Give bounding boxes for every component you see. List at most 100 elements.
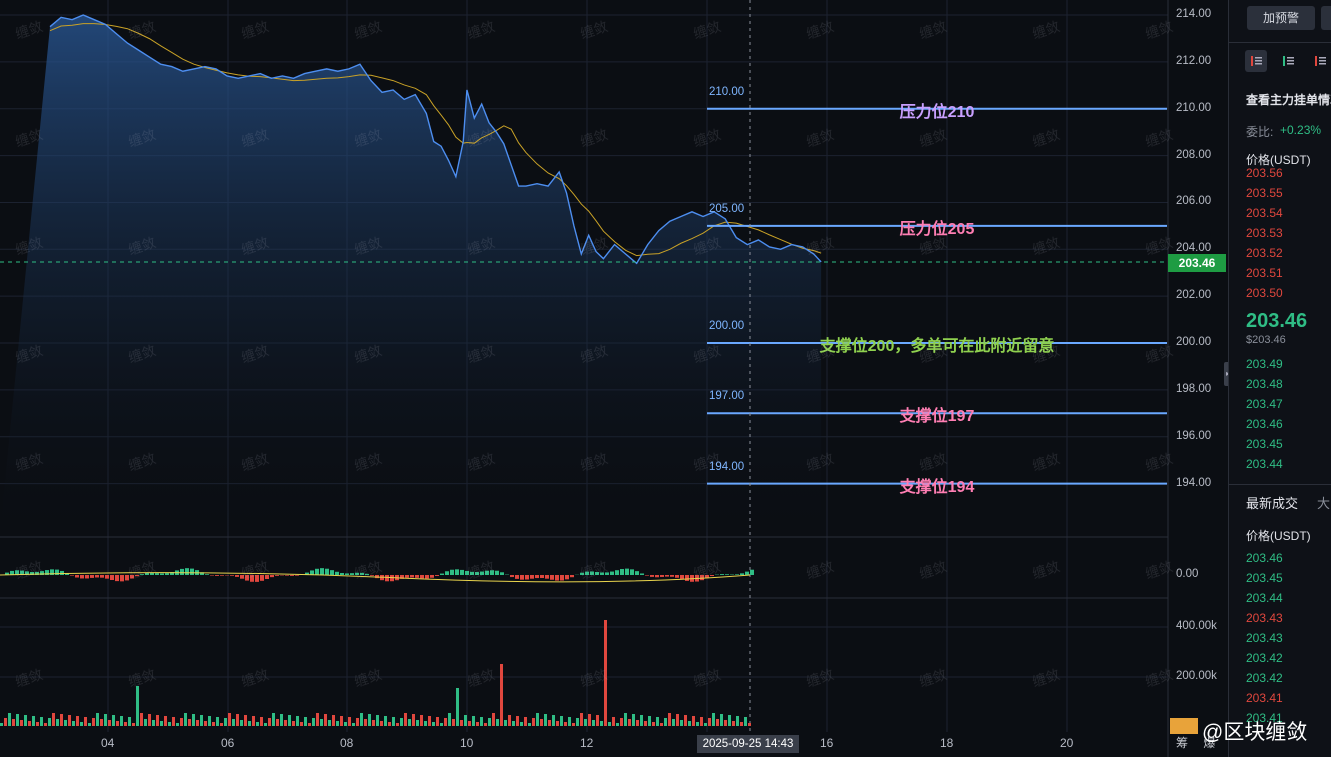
macd-bar bbox=[165, 573, 169, 575]
macd-bar bbox=[530, 575, 534, 579]
macd-bar bbox=[665, 575, 669, 577]
volume-bar bbox=[464, 715, 467, 726]
macd-bar bbox=[480, 571, 484, 575]
volume-bar bbox=[704, 723, 707, 726]
volume-bar bbox=[428, 716, 431, 726]
macd-bar bbox=[135, 575, 139, 577]
more-button[interactable] bbox=[1321, 6, 1331, 30]
volume-bar bbox=[320, 719, 323, 726]
macd-bar bbox=[555, 575, 559, 581]
price-row[interactable]: 203.51 bbox=[1246, 266, 1283, 280]
volume-bar bbox=[8, 713, 11, 726]
volume-bar bbox=[396, 723, 399, 726]
price-row[interactable]: 203.46 bbox=[1246, 417, 1283, 431]
macd-bar bbox=[215, 575, 219, 576]
macd-bar bbox=[80, 575, 84, 579]
trade-row: 203.46 bbox=[1246, 551, 1283, 565]
price-row[interactable]: 203.44 bbox=[1246, 457, 1283, 471]
volume-bar bbox=[128, 717, 131, 726]
volume-bar bbox=[500, 664, 503, 726]
tab-large-trades[interactable]: 大 bbox=[1317, 496, 1331, 511]
macd-bar bbox=[100, 575, 104, 578]
volume-bar bbox=[300, 722, 303, 726]
time-tick: 20 bbox=[1060, 736, 1074, 750]
macd-bar bbox=[150, 572, 154, 575]
volume-bar bbox=[240, 720, 243, 726]
macd-bar bbox=[515, 575, 519, 579]
volume-bar bbox=[152, 720, 155, 726]
tab-latest-trades[interactable]: 最新成交 bbox=[1246, 496, 1299, 511]
price-chart[interactable] bbox=[0, 0, 1228, 757]
macd-bar bbox=[365, 573, 369, 575]
macd-bar bbox=[725, 574, 729, 575]
volume-bar bbox=[336, 721, 339, 726]
volume-bar bbox=[520, 722, 523, 726]
volume-bar bbox=[424, 721, 427, 726]
macd-bar bbox=[435, 575, 439, 576]
volume-bar bbox=[116, 721, 119, 726]
add-alert-button[interactable]: 加预警 bbox=[1247, 6, 1315, 30]
volume-bar bbox=[76, 716, 79, 726]
macd-bar bbox=[705, 575, 709, 579]
volume-bar bbox=[264, 723, 267, 726]
price-row[interactable]: 203.48 bbox=[1246, 377, 1283, 391]
macd-bar bbox=[490, 570, 494, 575]
macd-bar bbox=[600, 572, 604, 575]
macd-bar bbox=[305, 572, 309, 575]
volume-bar bbox=[364, 719, 367, 726]
volume-bar bbox=[380, 721, 383, 726]
price-row[interactable]: 203.45 bbox=[1246, 437, 1283, 451]
orderbook-view-both-button[interactable] bbox=[1245, 50, 1267, 72]
volume-bar bbox=[292, 721, 295, 726]
price-row[interactable]: 203.56 bbox=[1246, 166, 1283, 180]
volume-bar bbox=[708, 718, 711, 726]
orderbook-view-asks-button[interactable] bbox=[1309, 50, 1331, 72]
chart-area[interactable]: 214.00 212.00 210.00 208.00 206.00 204.00 202.… bbox=[0, 0, 1228, 757]
price-row[interactable]: 203.52 bbox=[1246, 246, 1283, 260]
price-row[interactable]: 203.55 bbox=[1246, 186, 1283, 200]
macd-bar bbox=[310, 570, 314, 575]
price-row[interactable]: 203.50 bbox=[1246, 286, 1283, 300]
volume-bar bbox=[108, 720, 111, 726]
macd-bar bbox=[455, 569, 459, 575]
volume-bar bbox=[528, 723, 531, 726]
macd-bar bbox=[655, 575, 659, 578]
volume-bar bbox=[588, 714, 591, 726]
orderbook-bids-icon bbox=[1283, 56, 1294, 66]
price-row[interactable]: 203.53 bbox=[1246, 226, 1283, 240]
macd-bar bbox=[650, 575, 654, 577]
level-price-label: 205.00 bbox=[709, 202, 745, 215]
volume-bar bbox=[84, 717, 87, 726]
volume-bar bbox=[700, 717, 703, 726]
volume-bar bbox=[44, 723, 47, 726]
macd-bar bbox=[590, 571, 594, 575]
macd-bar bbox=[110, 575, 114, 581]
volume-bar bbox=[316, 713, 319, 726]
orderbook-view-bids-button[interactable] bbox=[1277, 50, 1299, 72]
order-book-title[interactable]: 查看主力挂单情况 bbox=[1246, 93, 1331, 107]
volume-bar bbox=[388, 722, 391, 726]
price-row[interactable]: 203.49 bbox=[1246, 357, 1283, 371]
volume-bar bbox=[4, 718, 7, 726]
price-tick: 204.00 bbox=[1176, 242, 1212, 255]
volume-bar bbox=[660, 723, 663, 726]
macd-bar bbox=[635, 571, 639, 575]
macd-bar bbox=[645, 575, 649, 576]
macd-bar bbox=[485, 570, 489, 575]
volume-bar bbox=[140, 713, 143, 726]
price-row[interactable]: 203.47 bbox=[1246, 397, 1283, 411]
volume-bar bbox=[516, 716, 519, 726]
time-tick: 10 bbox=[460, 736, 474, 750]
macd-bar bbox=[440, 573, 444, 575]
trade-row: 203.44 bbox=[1246, 591, 1283, 605]
volume-bar bbox=[144, 719, 147, 726]
volume-bar bbox=[624, 713, 627, 726]
volume-bar bbox=[448, 713, 451, 726]
volume-bar bbox=[148, 714, 151, 726]
macd-bar bbox=[125, 575, 129, 581]
macd-bar bbox=[95, 575, 99, 578]
price-row[interactable]: 203.54 bbox=[1246, 206, 1283, 220]
macd-zero-tick: 0.00 bbox=[1176, 568, 1199, 580]
time-tick: 16 bbox=[820, 736, 834, 750]
macd-bar bbox=[140, 574, 144, 575]
